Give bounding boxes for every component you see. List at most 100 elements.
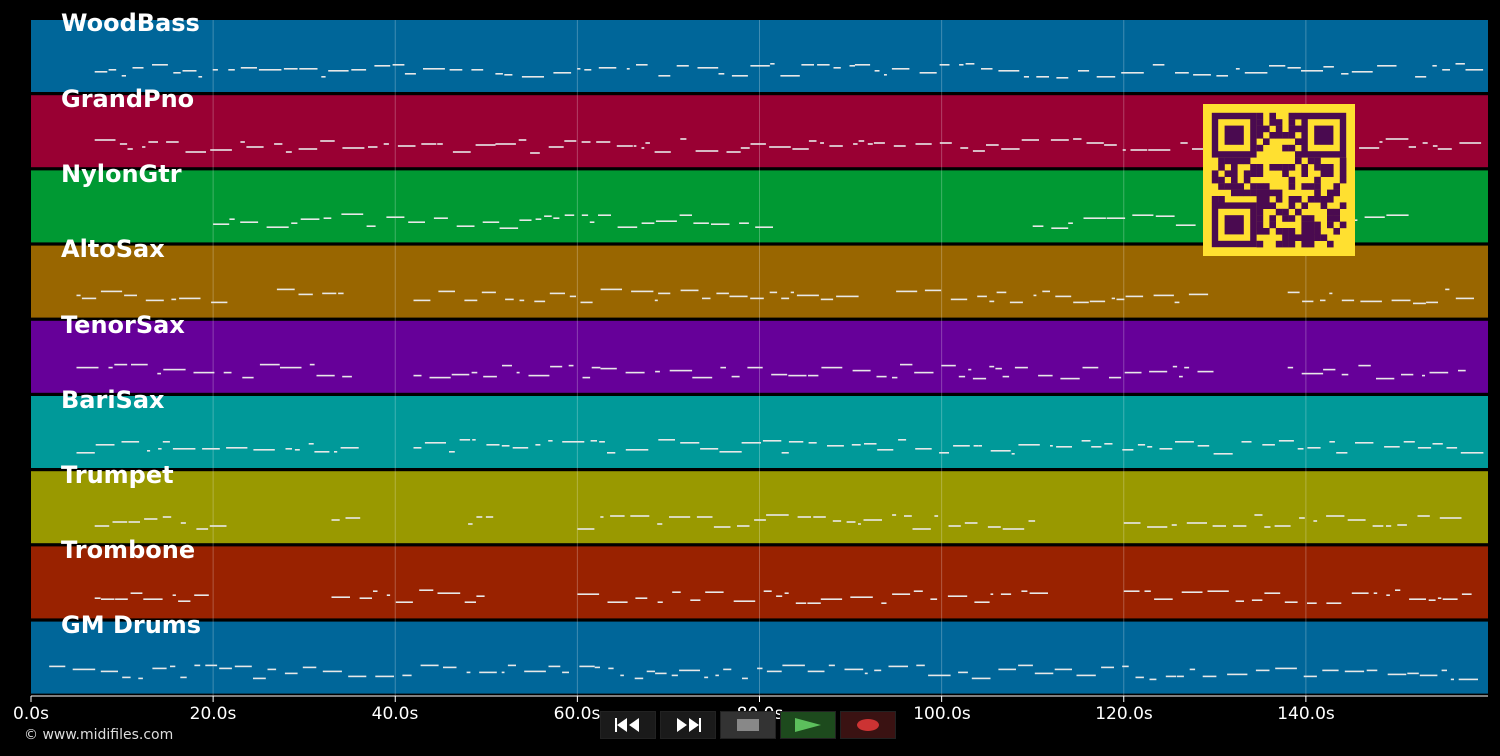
qr-module bbox=[1282, 228, 1289, 235]
note-mark bbox=[788, 441, 804, 443]
qr-module bbox=[1231, 189, 1238, 197]
note-mark bbox=[577, 593, 600, 595]
note-mark bbox=[782, 664, 805, 667]
note-mark bbox=[582, 376, 591, 379]
note-mark bbox=[464, 601, 476, 603]
note-mark bbox=[266, 226, 289, 228]
note-mark bbox=[600, 367, 617, 370]
qr-module bbox=[1282, 144, 1289, 152]
qr-module bbox=[1339, 164, 1347, 171]
qr-module bbox=[1269, 132, 1276, 139]
qr-module bbox=[1327, 240, 1334, 248]
note-mark bbox=[1096, 76, 1116, 78]
note-mark bbox=[316, 374, 335, 377]
stop-button[interactable] bbox=[720, 711, 776, 739]
qr-module bbox=[1256, 125, 1264, 133]
note-mark bbox=[182, 70, 197, 72]
note-mark bbox=[916, 664, 925, 667]
note-mark bbox=[512, 447, 529, 449]
note-mark bbox=[750, 143, 766, 145]
note-mark bbox=[342, 375, 352, 378]
note-mark bbox=[971, 677, 991, 680]
note-mark bbox=[300, 218, 320, 220]
note-mark bbox=[338, 292, 344, 295]
note-mark bbox=[1068, 222, 1073, 224]
time-tick-label: 0.0s bbox=[13, 704, 49, 724]
note-mark bbox=[152, 64, 168, 66]
note-mark bbox=[892, 376, 898, 379]
note-mark bbox=[501, 445, 510, 447]
note-mark bbox=[274, 143, 283, 145]
note-mark bbox=[626, 68, 630, 70]
qr-module bbox=[1320, 164, 1328, 171]
play-button[interactable] bbox=[780, 711, 836, 739]
qr-module bbox=[1218, 196, 1225, 203]
note-mark bbox=[998, 70, 1020, 72]
note-mark bbox=[964, 522, 978, 524]
note-mark bbox=[259, 363, 280, 366]
note-mark bbox=[704, 676, 709, 679]
note-mark bbox=[437, 592, 461, 594]
note-mark bbox=[820, 142, 824, 144]
note-mark bbox=[876, 375, 887, 378]
qr-module bbox=[1269, 215, 1276, 222]
note-mark bbox=[608, 667, 614, 670]
qr-module bbox=[1269, 112, 1276, 120]
fast-forward-button[interactable] bbox=[660, 711, 716, 739]
note-mark bbox=[1386, 594, 1390, 596]
note-mark bbox=[544, 215, 552, 217]
record-button[interactable] bbox=[840, 711, 896, 739]
note-mark bbox=[451, 373, 470, 376]
note-mark bbox=[483, 375, 497, 378]
note-mark bbox=[94, 139, 116, 141]
note-mark bbox=[958, 671, 968, 674]
qr-module bbox=[1307, 196, 1315, 203]
rewind-button[interactable] bbox=[600, 711, 656, 739]
note-mark bbox=[958, 375, 966, 378]
note-mark bbox=[121, 441, 140, 443]
note-mark bbox=[210, 149, 232, 151]
note-mark bbox=[459, 439, 471, 441]
note-mark bbox=[844, 668, 864, 671]
note-mark bbox=[655, 672, 667, 675]
qr-module bbox=[1256, 202, 1264, 209]
qr-module bbox=[1243, 176, 1251, 184]
note-mark bbox=[801, 64, 814, 66]
qr-module bbox=[1339, 202, 1347, 209]
note-mark bbox=[1360, 300, 1382, 303]
note-mark bbox=[49, 665, 66, 668]
note-mark bbox=[1426, 301, 1438, 304]
track-lane bbox=[31, 621, 1488, 694]
note-mark bbox=[486, 444, 500, 446]
note-mark bbox=[720, 366, 726, 369]
note-mark bbox=[990, 593, 994, 595]
note-mark bbox=[1130, 149, 1148, 151]
note-mark bbox=[553, 217, 560, 219]
note-mark bbox=[953, 445, 970, 447]
note-mark bbox=[581, 214, 589, 216]
note-mark bbox=[1437, 597, 1442, 599]
note-mark bbox=[766, 514, 789, 516]
note-mark bbox=[625, 449, 649, 451]
note-mark bbox=[755, 226, 773, 228]
qr-module bbox=[1243, 157, 1251, 165]
note-mark bbox=[989, 300, 995, 303]
track-label-gm-drums: GM Drums bbox=[61, 611, 202, 639]
note-mark bbox=[1409, 598, 1426, 600]
note-mark bbox=[495, 143, 516, 145]
note-mark bbox=[162, 441, 170, 443]
note-mark bbox=[331, 596, 350, 598]
qr-module bbox=[1295, 151, 1302, 158]
note-mark bbox=[729, 295, 748, 298]
note-mark bbox=[433, 217, 448, 219]
note-mark bbox=[1144, 590, 1151, 592]
note-mark bbox=[607, 601, 628, 603]
stop-icon bbox=[737, 719, 759, 731]
qr-module bbox=[1250, 183, 1257, 190]
note-mark bbox=[972, 150, 985, 152]
time-tick-label: 120.0s bbox=[1095, 704, 1153, 724]
note-mark bbox=[1197, 445, 1210, 447]
note-mark bbox=[807, 602, 821, 604]
note-mark bbox=[226, 447, 248, 449]
note-mark bbox=[507, 664, 516, 667]
